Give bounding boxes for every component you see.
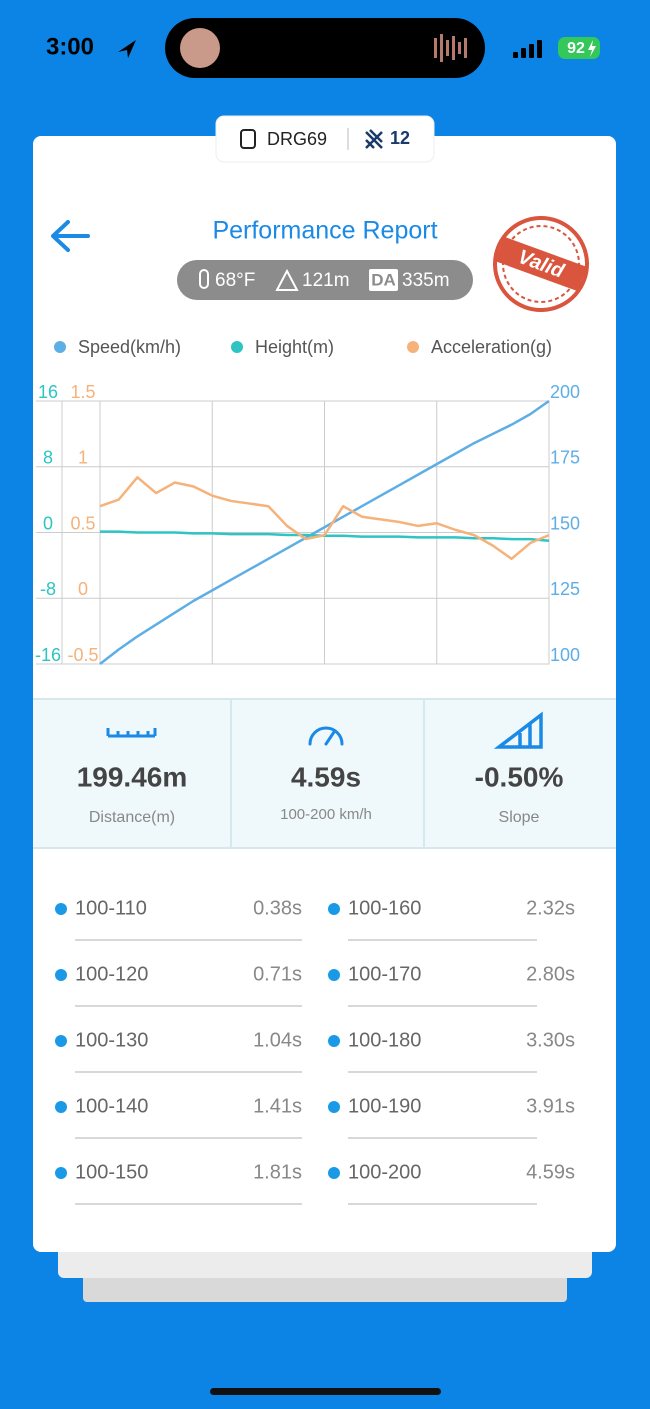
split-range: 100-140 [75, 1095, 148, 1117]
stat-label: Slope [499, 809, 540, 826]
distance-icon [106, 728, 157, 738]
device-icon [240, 129, 256, 149]
split-time: 1.41s [253, 1095, 302, 1117]
stats-panel [33, 698, 616, 848]
split-dot [55, 903, 67, 915]
temperature: 68°F [215, 270, 255, 291]
device-pill [215, 115, 435, 163]
legend-marker [54, 341, 66, 353]
da-label: DA [371, 270, 396, 289]
split-dot [328, 1101, 340, 1113]
splits: 100-110 0.38s 100-120 0.71s 100-130 1.04s 100-… [55, 897, 575, 1205]
split-dot [55, 1035, 67, 1047]
series-line [99, 476, 550, 561]
split-range: 100-130 [75, 1029, 148, 1051]
valid-stamp: Valid [493, 216, 589, 312]
count-icon [365, 129, 383, 149]
split-time: 4.59s [526, 1161, 575, 1183]
y3-tick-label: 1 [78, 448, 88, 468]
stat-label: Distance(m) [89, 809, 175, 826]
split-dot [328, 1035, 340, 1047]
battery-level: 92 [567, 40, 585, 57]
y3-tick-label: 1.5 [70, 382, 95, 402]
split-range: 100-150 [75, 1161, 148, 1183]
y3-tick-label: 0.5 [70, 513, 95, 533]
legend-label: Speed(km/h) [78, 337, 181, 357]
altitude-icon [275, 268, 299, 291]
stat-label: 100-200 km/h [280, 806, 372, 823]
split-time: 2.32s [526, 897, 575, 919]
audio-wave [434, 34, 467, 62]
da-value: 335m [402, 270, 450, 291]
stat-value: 199.46m [77, 761, 188, 792]
y2-tick-label: -16 [35, 645, 61, 665]
split-range: 100-180 [348, 1029, 421, 1051]
signal [513, 40, 542, 58]
home-indicator [210, 1388, 441, 1395]
split-range: 100-170 [348, 963, 421, 985]
split-dot [328, 1167, 340, 1179]
stat-value: 4.59s [291, 761, 361, 792]
legend-marker [407, 341, 419, 353]
clock: 3:00 [46, 33, 94, 60]
location-icon [118, 40, 136, 58]
split-time: 3.91s [526, 1095, 575, 1117]
split-dot [328, 969, 340, 981]
split-range: 100-200 [348, 1161, 421, 1183]
split-dot [55, 1101, 67, 1113]
altitude: 121m [302, 270, 350, 291]
device-count: 12 [390, 128, 410, 148]
y-tick-label: 100 [550, 645, 580, 665]
split-dot [55, 1167, 67, 1179]
y2-tick-label: 8 [43, 448, 53, 468]
conditions-pill [177, 260, 473, 300]
legend-label: Height(m) [255, 337, 334, 357]
y-tick-label: 150 [550, 513, 580, 533]
battery [558, 37, 600, 59]
y-tick-label: 175 [550, 448, 580, 468]
split-range: 100-120 [75, 963, 148, 985]
device-name: DRG69 [267, 129, 327, 149]
report-card [33, 136, 616, 1252]
y3-tick-label: 0 [78, 579, 88, 599]
y2-tick-label: 0 [43, 513, 53, 533]
charging-icon [588, 40, 596, 57]
slope-icon [493, 711, 543, 749]
stat-value: -0.50% [475, 761, 564, 792]
y-tick-label: 200 [550, 382, 580, 402]
chart: 100 125 150 175 200 -16 -8 0 8 16 -0.5 0 0.5 1 1.5 Spee… [35, 337, 580, 665]
split-range: 100-110 [75, 897, 147, 919]
y3-tick-label: -0.5 [67, 645, 98, 665]
dynamic-island [165, 18, 485, 78]
split-time: 3.30s [526, 1029, 575, 1051]
thermometer-icon [199, 269, 209, 289]
split-time: 0.71s [253, 963, 302, 985]
split-time: 0.38s [253, 897, 302, 919]
y-tick-label: 125 [550, 579, 580, 599]
split-time: 1.81s [253, 1161, 302, 1183]
legend-marker [231, 341, 243, 353]
y2-tick-label: -8 [40, 579, 56, 599]
split-range: 100-160 [348, 897, 421, 919]
da-badge [369, 269, 398, 291]
series-line [99, 399, 550, 665]
split-time: 2.80s [526, 963, 575, 985]
y2-tick-label: 16 [38, 382, 58, 402]
speed-icon [308, 726, 344, 746]
split-time: 1.04s [253, 1029, 302, 1051]
split-range: 100-190 [348, 1095, 421, 1117]
split-dot [55, 969, 67, 981]
split-dot [328, 903, 340, 915]
avatar [180, 28, 220, 68]
report-title: Performance Report [212, 217, 437, 245]
back-button[interactable] [51, 220, 90, 252]
stats: 199.46m Distance(m) 4.59s 100-200 km/h -0.50… [77, 761, 564, 826]
legend-label: Acceleration(g) [431, 337, 552, 357]
